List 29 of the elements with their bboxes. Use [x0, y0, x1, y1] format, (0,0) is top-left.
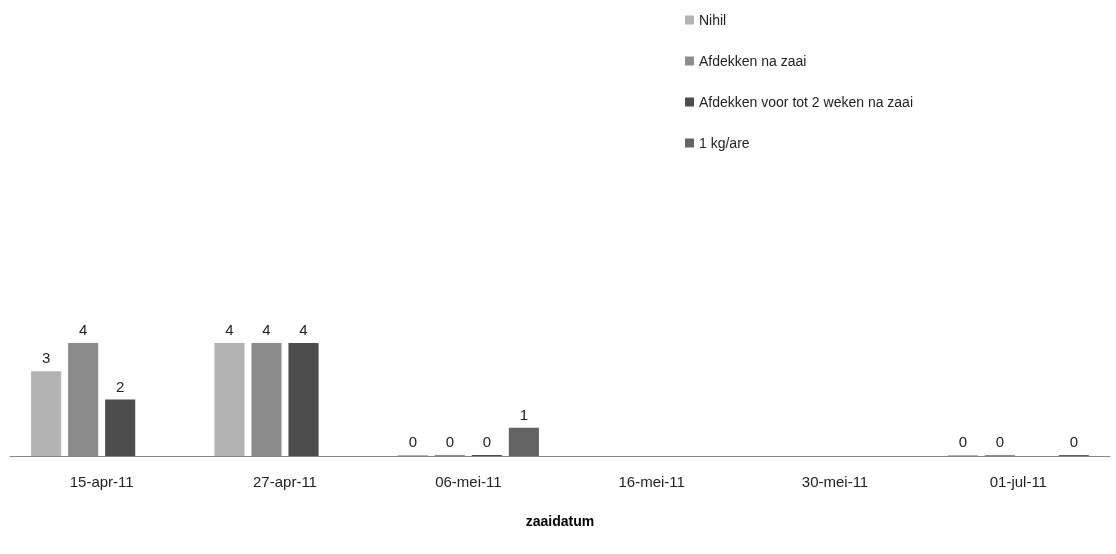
- data-label: 3: [41, 349, 51, 367]
- data-label: 2: [116, 377, 125, 395]
- legend-label: Afdekken voor tot 2 weken na zaai: [699, 94, 914, 110]
- legend-label: 1 kg/are: [699, 135, 750, 151]
- data-label: 4: [299, 321, 308, 338]
- data-label: 4: [262, 321, 271, 338]
- bar: [508, 427, 539, 456]
- x-axis-title: zaaidatum: [525, 513, 595, 529]
- data-label: 0: [1069, 433, 1079, 450]
- x-tick-label: 30-mei-11: [801, 473, 869, 490]
- data-label: 0: [408, 433, 417, 450]
- data-label: 4: [78, 321, 88, 338]
- bar: [288, 343, 319, 456]
- data-label: 0: [482, 433, 492, 450]
- data-label: 0: [995, 433, 1004, 450]
- legend-label: Nihil: [699, 12, 727, 28]
- data-label: 4: [225, 321, 234, 338]
- x-tick-label: 27-apr-11: [253, 473, 317, 490]
- data-label: 0: [958, 433, 967, 450]
- x-tick-label: 01-jul-11: [989, 473, 1047, 490]
- bar: [105, 399, 136, 456]
- x-tick-label: 06-mei-11: [435, 473, 502, 490]
- x-tick-label: 15-apr-11: [69, 473, 134, 490]
- bar: [214, 343, 245, 456]
- data-label: 1: [519, 405, 529, 423]
- x-tick-label: 16-mei-11: [618, 473, 685, 490]
- legend-label: Afdekken na zaai: [699, 53, 807, 69]
- data-label: 0: [445, 433, 454, 450]
- bar: [31, 371, 62, 456]
